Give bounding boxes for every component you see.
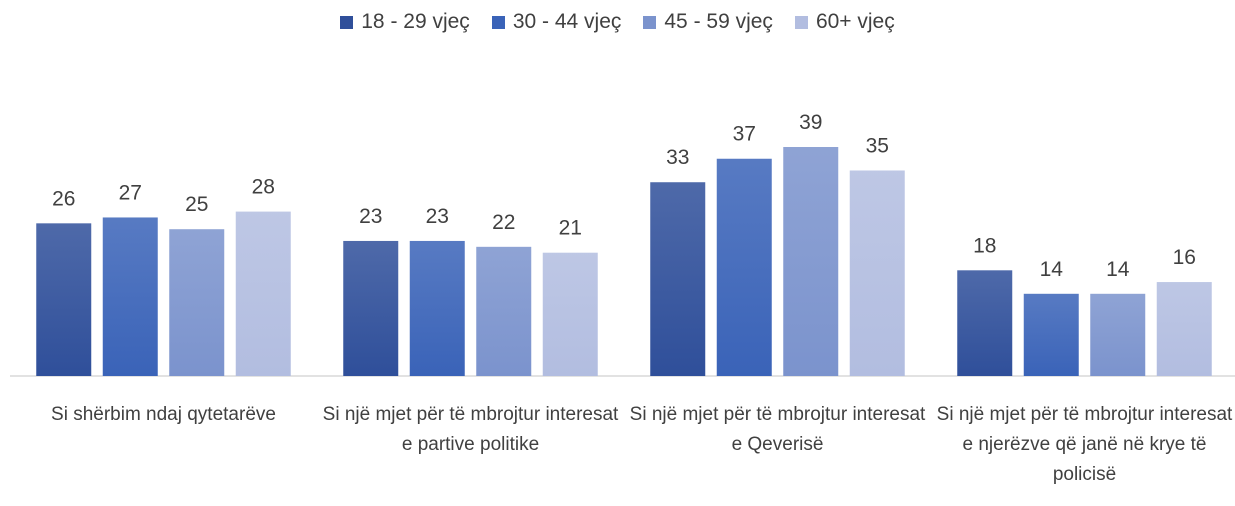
data-label: 14 [1106, 258, 1130, 281]
legend-item: 30 - 44 vjeç [491, 10, 622, 34]
legend-label: 18 - 29 vjeç [361, 10, 470, 33]
x-tick-label: Si një mjet për të mbrojtur interesat e … [322, 404, 619, 455]
data-label: 39 [799, 111, 822, 134]
bar [1023, 293, 1079, 376]
bar [1090, 293, 1146, 376]
legend: 18 - 29 vjeç 30 - 44 vjeç 45 - 59 vjeç 60+ … [0, 10, 1235, 34]
bar [409, 240, 465, 376]
legend-label: 60+ vjeç [815, 10, 895, 33]
data-label: 23 [426, 205, 449, 228]
bar [542, 252, 598, 376]
data-label: 33 [666, 146, 689, 169]
data-label: 26 [52, 187, 75, 210]
data-label: 16 [1173, 246, 1196, 269]
bar [169, 229, 225, 376]
bar [235, 211, 291, 376]
bar [650, 182, 706, 376]
legend-item: 60+ vjeç [794, 10, 895, 34]
legend-label: 45 - 59 vjeç [664, 10, 773, 33]
legend-swatch [643, 15, 657, 29]
data-label: 14 [1040, 258, 1064, 281]
bar [783, 147, 839, 376]
bar [36, 223, 92, 376]
bar [1156, 282, 1212, 376]
legend-item: 18 - 29 vjeç [340, 10, 470, 34]
data-label: 23 [359, 205, 382, 228]
legend-swatch [794, 15, 808, 29]
bar [849, 170, 905, 376]
data-label: 37 [733, 123, 756, 146]
x-tick-label: Si një mjet për të mbrojtur interesat e … [936, 404, 1233, 485]
data-label: 27 [119, 181, 142, 204]
legend-label: 30 - 44 vjeç [512, 10, 622, 33]
x-tick-label: Si shërbim ndaj qytetarëve [51, 404, 276, 425]
data-label: 22 [492, 211, 515, 234]
legend-swatch [491, 15, 505, 29]
x-tick-label: Si një mjet për të mbrojtur interesat e … [629, 404, 926, 455]
legend-swatch [340, 15, 354, 29]
data-label: 21 [559, 217, 582, 240]
data-label: 25 [185, 193, 208, 216]
bar [343, 240, 399, 376]
bar [476, 246, 532, 376]
data-label: 28 [252, 176, 275, 199]
legend-item: 45 - 59 vjeç [643, 10, 773, 34]
data-label: 18 [973, 234, 996, 257]
data-label: 35 [866, 134, 889, 157]
bar [957, 270, 1013, 376]
bar [102, 217, 158, 376]
bar [716, 158, 772, 376]
